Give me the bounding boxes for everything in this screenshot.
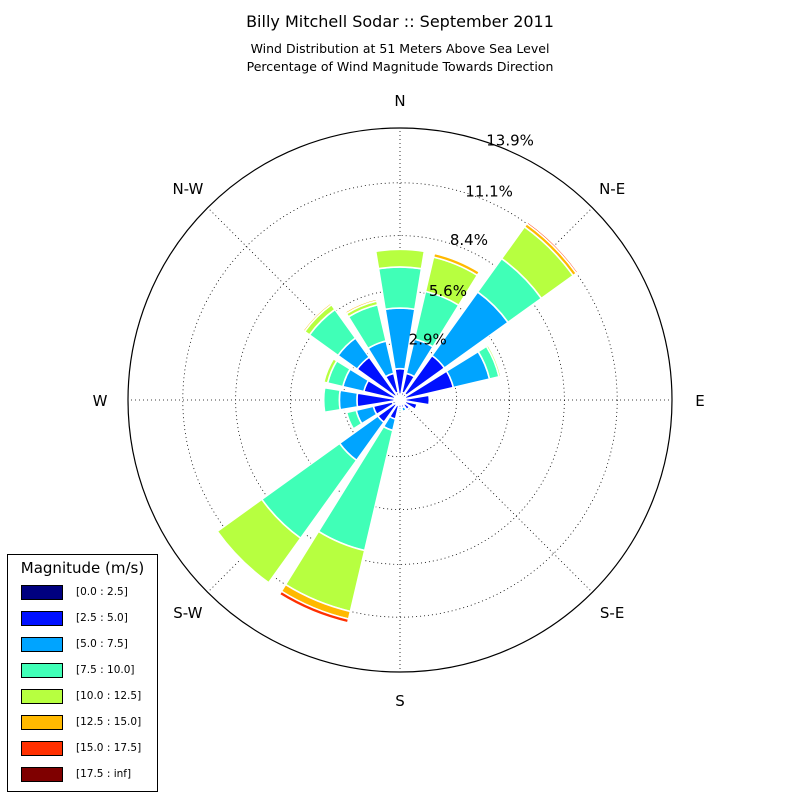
chart-subtitle-line-2: Percentage of Wind Magnitude Towards Dir… (246, 59, 554, 74)
legend-swatch (21, 715, 63, 730)
grid-spoke-3 (399, 399, 593, 593)
radial-tick-label-0: 2.9% (409, 331, 447, 349)
radial-tick-label-3: 11.1% (465, 182, 513, 200)
legend-swatch (21, 585, 63, 600)
bar-dir-337.5-bin-5 (344, 298, 378, 315)
legend-label: [5.0 : 7.5] (76, 638, 128, 650)
legend-label: [10.0 : 12.5] (76, 690, 142, 702)
legend-item: [15.0 : 17.5] (8, 739, 157, 765)
legend-item: [17.5 : inf] (8, 765, 157, 791)
legend-item: [12.5 : 15.0] (8, 713, 157, 739)
radial-tick-label-4: 13.9% (486, 132, 534, 150)
legend-label: [12.5 : 15.0] (76, 716, 142, 728)
legend-swatch (21, 689, 63, 704)
legend-label: [17.5 : inf] (76, 768, 132, 780)
bar-dir-202.5-bin-6 (278, 590, 350, 624)
bar-dir-45-bin-6 (525, 220, 580, 275)
bar-dir-270-bin-2 (338, 389, 359, 411)
legend-item: [0.0 : 2.5] (8, 583, 157, 609)
legend-label: [2.5 : 5.0] (76, 612, 128, 624)
legend-items: [0.0 : 2.5] [2.5 : 5.0] [5.0 : 7.5] [7.5 : … (8, 583, 157, 791)
bar-dir-247.5-bin-3 (345, 409, 363, 430)
legend-swatch (21, 767, 63, 782)
direction-label-6: W (93, 392, 108, 410)
legend-label: [0.0 : 2.5] (76, 586, 128, 598)
legend-swatch (21, 637, 63, 652)
bar-dir-0-bin-3 (377, 266, 423, 311)
legend-swatch (21, 663, 63, 678)
grid-circle-1 (290, 290, 510, 510)
bar-dir-22.5-bin-5 (432, 252, 481, 277)
wind-rose-bars (216, 220, 580, 624)
legend-label: [15.0 : 17.5] (76, 742, 142, 754)
bar-dir-315-bin-5 (301, 301, 333, 333)
bar-dir-225-bin-4 (216, 498, 302, 584)
radial-tick-label-1: 5.6% (429, 282, 467, 300)
chart-title: Billy Mitchell Sodar :: September 2011 (246, 12, 554, 31)
bar-dir-67.5-bin-4 (485, 344, 502, 378)
grid-spoke-7 (207, 207, 401, 401)
legend-item: [5.0 : 7.5] (8, 635, 157, 661)
legend-label: [7.5 : 10.0] (76, 664, 135, 676)
bar-dir-292.5-bin-4 (322, 357, 338, 384)
direction-label-4: S (395, 692, 405, 710)
legend-swatch (21, 741, 63, 756)
direction-label-0: N (394, 92, 405, 110)
radial-tick-label-2: 8.4% (450, 231, 488, 249)
legend: Magnitude (m/s) [0.0 : 2.5] [2.5 : 5.0] [5… (7, 554, 158, 792)
bar-dir-112.5-bin-1 (403, 400, 419, 411)
direction-label-2: E (695, 392, 704, 410)
chart-subtitle-line-1: Wind Distribution at 51 Meters Above Sea… (250, 41, 550, 56)
direction-label-3: S-E (600, 604, 624, 622)
legend-swatch (21, 611, 63, 626)
direction-label-7: N-W (172, 180, 203, 198)
grid-circle-3 (182, 182, 618, 618)
polar-labels: 2.9% 5.6% 8.4% 11.1% 13.9% N N-E E S-E S S-W W N-W (93, 92, 705, 710)
legend-item: [2.5 : 5.0] (8, 609, 157, 635)
bar-dir-270-bin-3 (322, 386, 342, 414)
bar-dir-90-bin-1 (404, 394, 431, 406)
legend-item: [10.0 : 12.5] (8, 687, 157, 713)
bar-dir-0-bin-4 (374, 248, 426, 270)
legend-title: Magnitude (m/s) (20, 559, 145, 577)
legend-item: [7.5 : 10.0] (8, 661, 157, 687)
bar-dir-180-bin-3 (397, 408, 403, 413)
direction-label-5: S-W (173, 604, 202, 622)
direction-label-1: N-E (599, 180, 625, 198)
outer-circle (127, 127, 673, 673)
